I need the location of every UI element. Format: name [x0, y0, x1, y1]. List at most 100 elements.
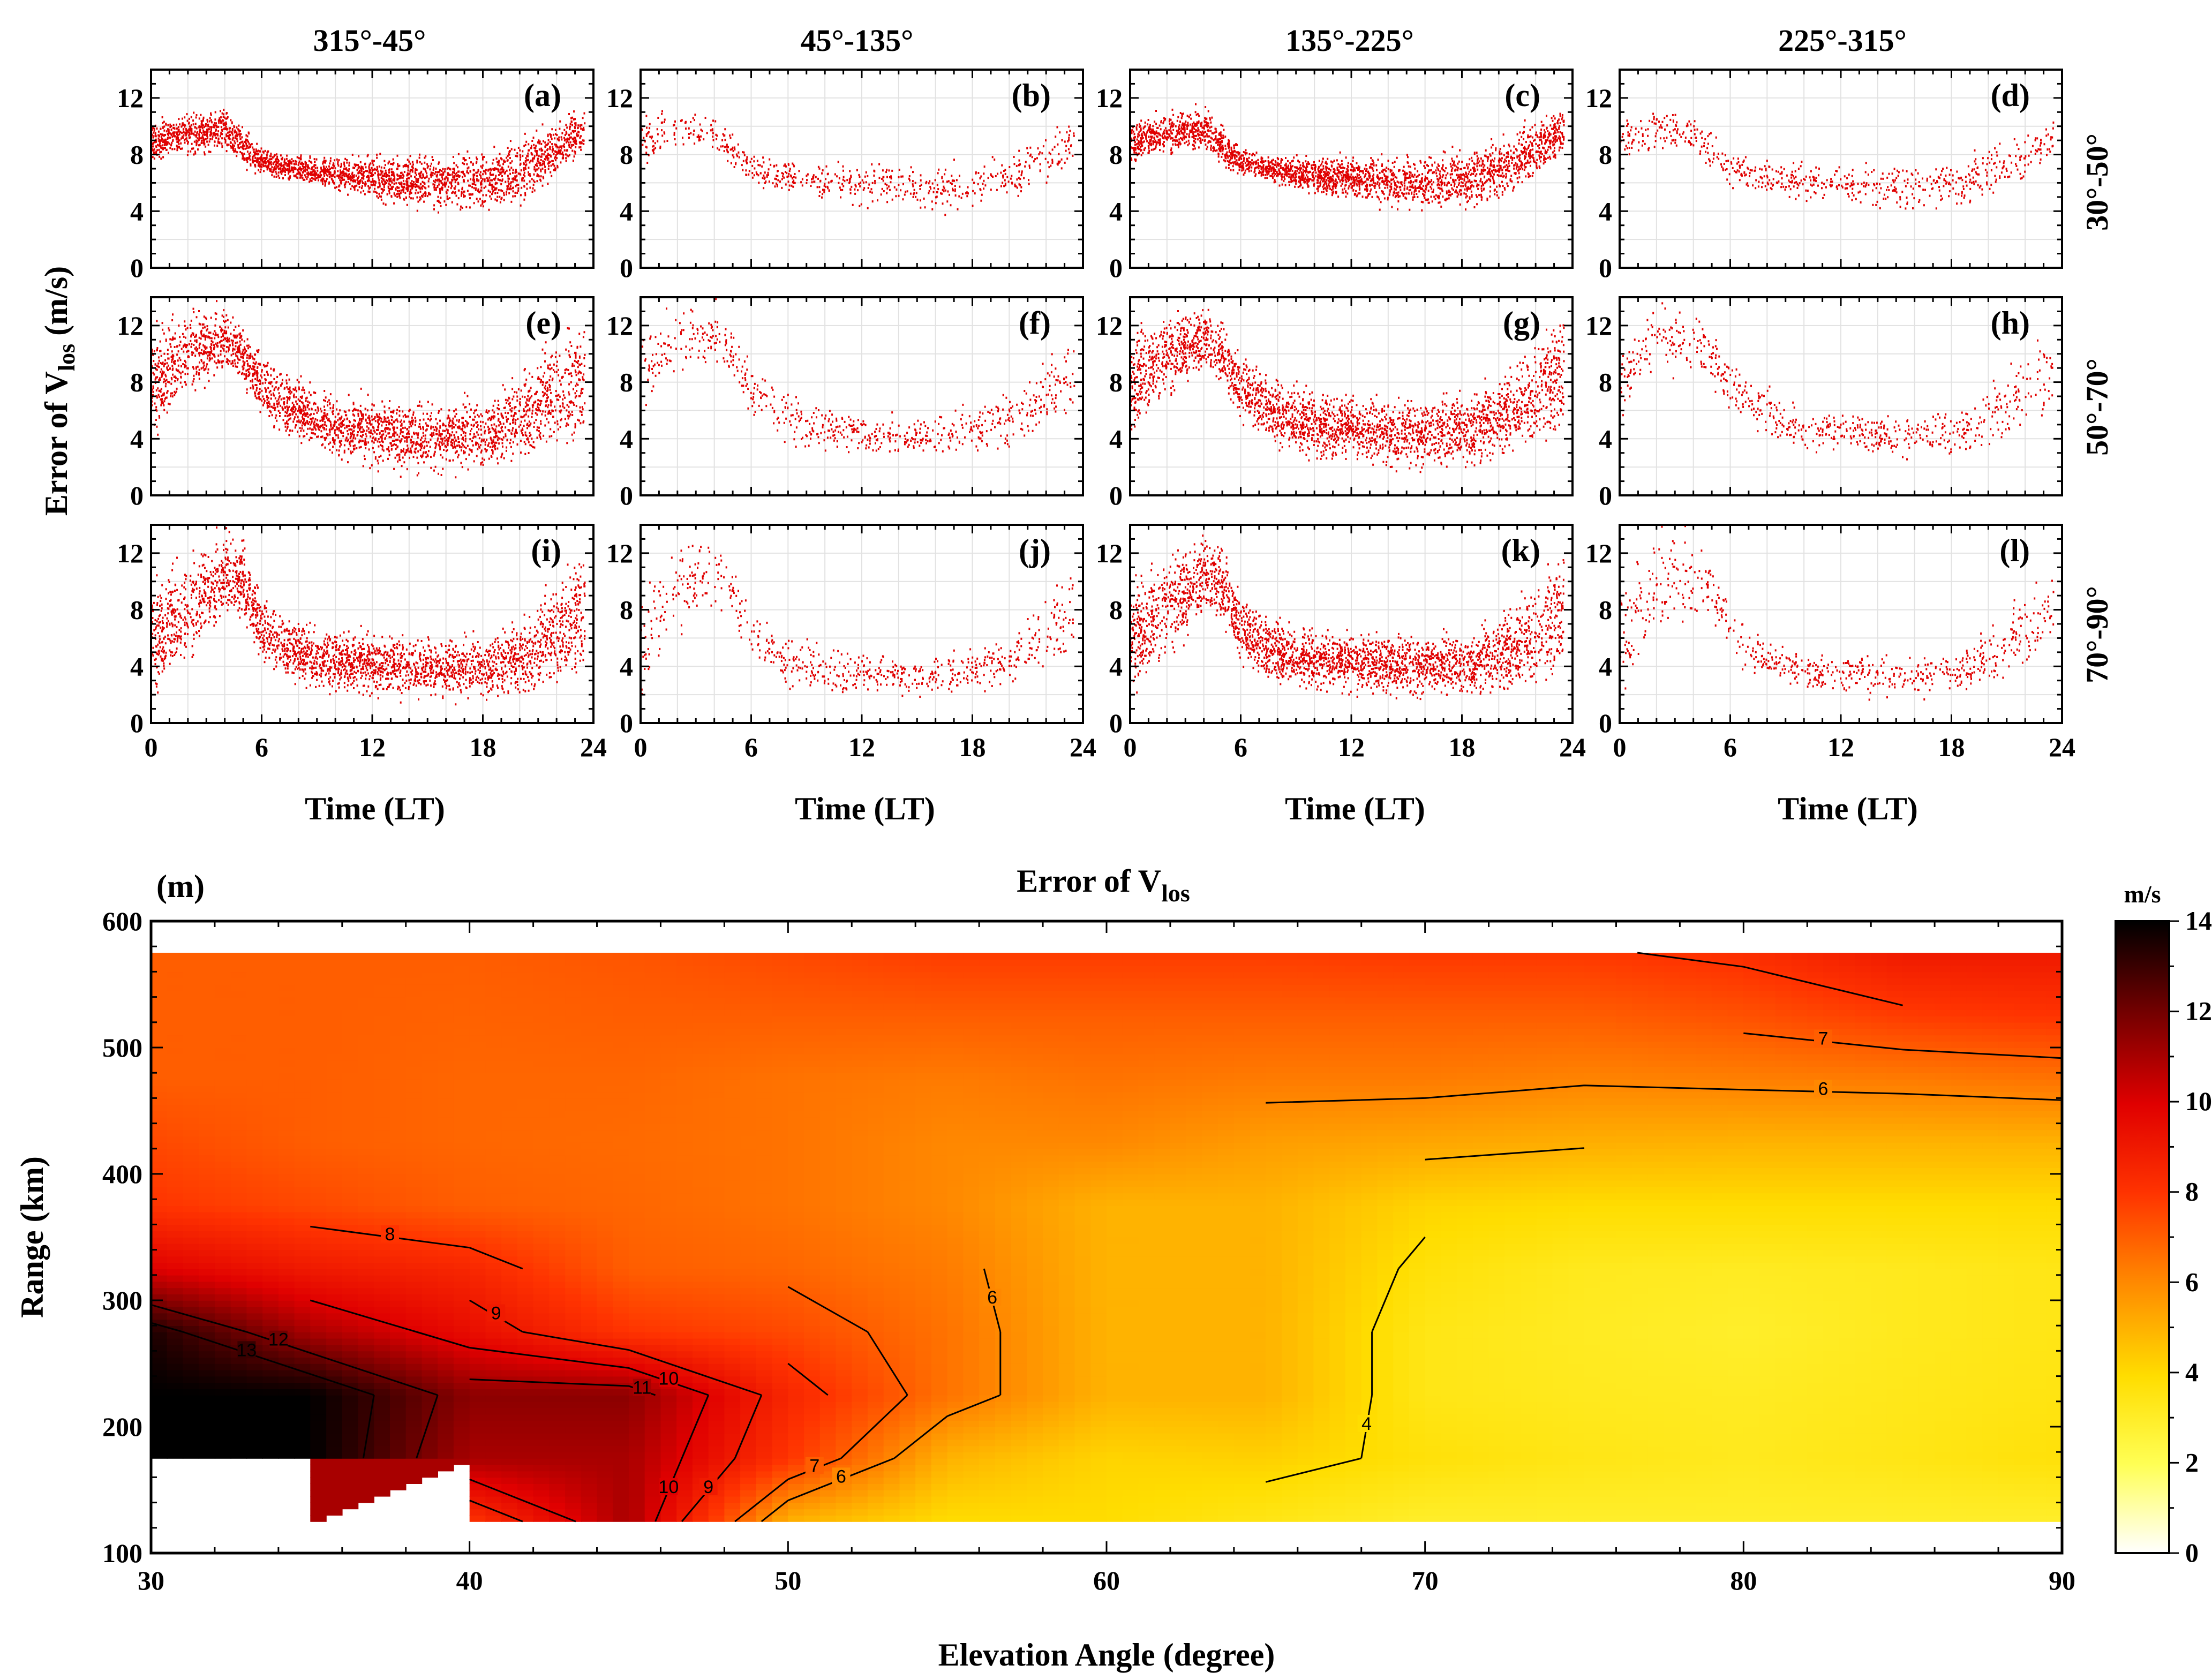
heat-cell: [278, 953, 295, 960]
heat-cell: [581, 1515, 598, 1522]
y-tick-label: 4: [1109, 651, 1123, 681]
heat-cell: [740, 1048, 757, 1054]
heat-cell: [549, 1433, 566, 1440]
heat-cell: [549, 1117, 566, 1124]
heat-cell: [310, 1344, 327, 1352]
heat-cell: [692, 1427, 709, 1434]
heat-cell: [422, 965, 438, 973]
heat-cell: [756, 1174, 773, 1181]
heat-cell: [326, 1035, 343, 1042]
heat-cell: [772, 1136, 789, 1143]
heat-cell: [422, 1186, 438, 1194]
heat-cell: [326, 1420, 343, 1427]
heat-cell: [644, 1206, 661, 1212]
heat-cell: [167, 1174, 184, 1181]
heat-cell: [629, 1509, 645, 1516]
heat-cell: [183, 1224, 199, 1231]
heat-cell: [597, 1206, 613, 1212]
heat-cell: [708, 1199, 725, 1206]
heat-cell: [453, 1079, 470, 1086]
heat-cell: [358, 1256, 374, 1263]
heat-cell: [405, 1445, 423, 1452]
heat-cell: [613, 1433, 629, 1440]
heat-cell: [199, 1338, 215, 1345]
heat-cell: [565, 1483, 582, 1490]
heat-cell: [660, 1136, 677, 1143]
heat-cell: [246, 1439, 263, 1447]
heat-cell: [405, 1111, 423, 1118]
heat-cell: [422, 1306, 438, 1314]
heat-cell: [613, 1211, 629, 1219]
heat-cell: [581, 1452, 598, 1459]
heat-cell: [453, 1009, 470, 1016]
heat-cell: [358, 1009, 374, 1016]
heat-cell: [804, 1351, 821, 1358]
heat-cell: [405, 1186, 423, 1194]
heat-cell: [246, 1395, 263, 1402]
heat-cell: [581, 997, 598, 1004]
heat-cell: [230, 1275, 247, 1282]
heat-cell: [358, 1357, 374, 1364]
heat-cell: [358, 1496, 374, 1503]
y-tick-label: 8: [620, 595, 633, 625]
heat-cell: [740, 1123, 757, 1131]
heat-cell: [692, 1281, 709, 1289]
heat-cell: [310, 1496, 327, 1503]
heat-cell: [756, 1313, 773, 1320]
heat-cell: [453, 1445, 470, 1452]
heat-cell: [214, 1275, 231, 1282]
heat-cell: [549, 1269, 566, 1276]
heat-cell: [374, 1048, 390, 1054]
heat-cell: [214, 1161, 231, 1168]
heat-cell: [262, 1433, 279, 1440]
heat-cell: [167, 1287, 184, 1294]
heat-cell: [772, 1376, 789, 1383]
heat-cell: [438, 1294, 454, 1301]
heat-cell: [438, 1218, 454, 1225]
heat-cell: [708, 1269, 725, 1276]
heat-cell: [756, 1016, 773, 1023]
heat-cell: [517, 1477, 534, 1484]
y-tick-label: 12: [1096, 538, 1123, 568]
heat-cell: [597, 959, 613, 966]
heat-cell: [660, 1249, 677, 1257]
heat-cell: [692, 1003, 709, 1010]
heat-cell: [565, 1414, 582, 1421]
heat-cell: [788, 1433, 804, 1440]
heat-cell: [390, 1003, 407, 1010]
heat-cell: [374, 1464, 390, 1472]
heat-cell: [485, 1091, 502, 1099]
heat-cell: [246, 1091, 263, 1099]
heat-cell: [660, 1199, 677, 1206]
heat-cell: [613, 1123, 629, 1131]
heat-cell: [501, 1167, 518, 1174]
heat-cell: [358, 1073, 374, 1080]
heat-cell: [597, 1174, 613, 1181]
heat-cell: [708, 1142, 725, 1149]
heat-cell: [804, 1319, 821, 1326]
heat-cell: [230, 1218, 247, 1225]
heat-cell: [740, 1414, 757, 1421]
heat-cell: [740, 1142, 757, 1149]
heat-cell: [692, 1073, 709, 1080]
heat-cell: [310, 959, 327, 966]
heat-cell: [740, 1111, 757, 1118]
heat-cell: [294, 1319, 311, 1326]
heat-cell: [788, 1427, 804, 1434]
heat-cell: [565, 990, 582, 998]
heat-cell: [660, 1243, 677, 1250]
heat-cell: [469, 1028, 486, 1036]
y-tick-label: 12: [1096, 83, 1123, 113]
heat-cell: [597, 1269, 613, 1276]
heat-cell: [262, 1313, 279, 1320]
heat-cell: [469, 1085, 486, 1093]
heat-cell: [788, 1053, 804, 1061]
heat-cell: [660, 1420, 677, 1427]
heat-cell: [581, 990, 598, 998]
heat-cell: [405, 1206, 423, 1212]
heat-cell: [183, 1211, 199, 1219]
heat-cell: [183, 1073, 199, 1080]
scatter-points-c: [1130, 103, 1565, 212]
heat-cell: [549, 1048, 566, 1054]
heat-cell: [740, 1477, 757, 1484]
